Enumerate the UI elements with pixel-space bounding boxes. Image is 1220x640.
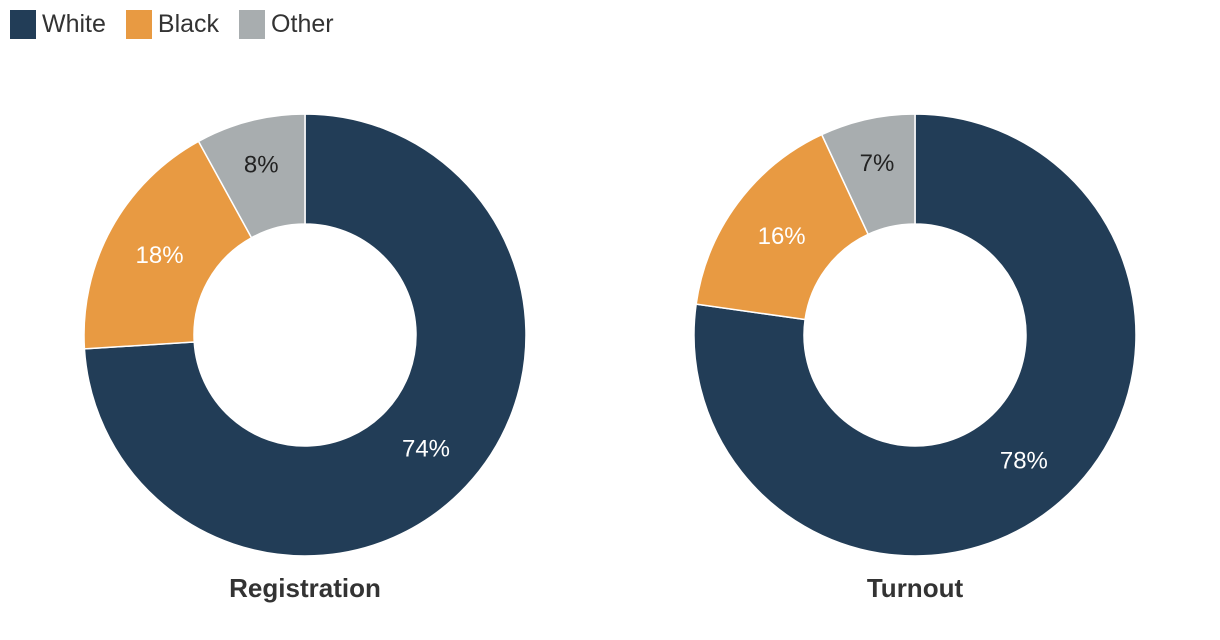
registration-label-white: 74% [402,436,450,463]
legend-swatch-white [10,10,36,39]
registration-donut-chart: 74% 18% 8% [83,113,527,557]
turnout-label-white: 78% [1000,447,1048,474]
turnout-label-black: 16% [758,223,806,250]
legend-swatch-black [125,10,152,39]
legend-item-other: Other [239,10,334,39]
turnout-label-other: 7% [860,150,895,177]
legend: White Black Other [10,10,354,39]
turnout-slice-white [693,113,1137,557]
turnout-chart-title: Turnout [867,573,964,603]
turnout-donut-chart: 78% 16% 7% [693,113,1137,557]
registration-slice-black [83,140,253,350]
registration-slice-white [83,113,527,557]
turnout-slice-other [820,113,916,236]
turnout-slice-black [695,133,870,321]
registration-chart-title: Registration [229,573,381,603]
legend-item-black: Black [125,10,220,39]
legend-label-black: Black [157,10,220,38]
legend-label-other: Other [271,10,334,38]
registration-label-other: 8% [244,152,279,179]
registration-label-black: 18% [136,242,184,269]
legend-item-white: White [10,10,106,39]
legend-swatch-other [239,10,266,39]
legend-label-white: White [42,10,106,38]
registration-slice-other [197,113,306,239]
